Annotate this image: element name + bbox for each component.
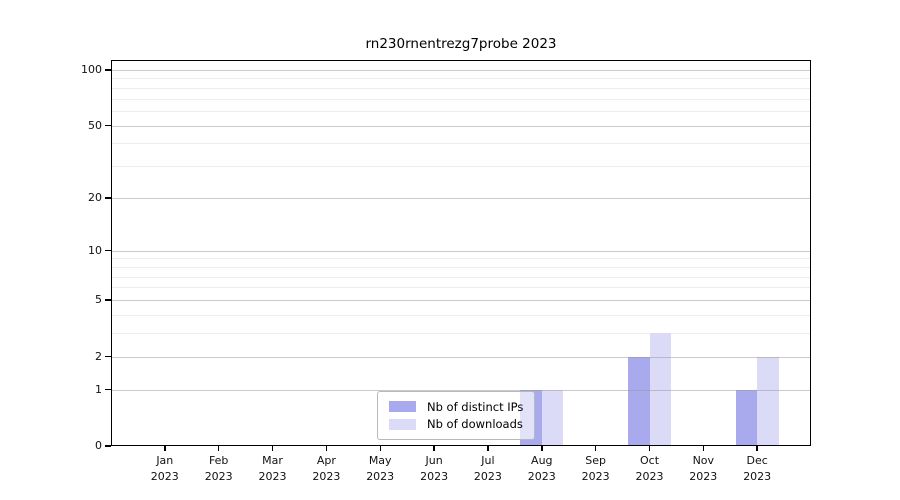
minor-gridline [111, 266, 811, 268]
legend-item: Nb of distinct IPs [389, 398, 523, 416]
x-axis-tick [164, 446, 166, 451]
y-axis-tick-label: 2 [95, 349, 102, 363]
y-axis-tick [105, 299, 111, 301]
year-label: 2023 [527, 469, 556, 483]
major-gridline [111, 197, 811, 199]
major-gridline [111, 300, 811, 301]
year-label: 2023 [150, 469, 179, 483]
month-label: Dec [746, 454, 768, 467]
minor-gridline [111, 87, 811, 89]
x-axis-tick [271, 446, 274, 451]
x-axis-tick-label: Jul 2023 [458, 453, 518, 484]
x-axis-tick [325, 446, 328, 451]
plot-area-frame [111, 60, 811, 446]
y-axis-tick [105, 355, 111, 358]
minor-gridline [111, 314, 811, 316]
x-axis-tick-label: Mar 2023 [243, 453, 303, 484]
x-axis-tick [433, 446, 435, 451]
month-label: Jan [156, 454, 174, 467]
y-axis-tick [105, 124, 111, 127]
y-axis-tick-label: 0 [95, 439, 102, 452]
legend-label: Nb of distinct IPs [427, 399, 524, 414]
major-gridline [111, 69, 811, 71]
y-axis-tick-label: 5 [95, 293, 102, 306]
month-label: Jul [481, 454, 495, 467]
chart-title: rn230rnentrezg7probe 2023 [365, 36, 557, 52]
minor-gridline [111, 258, 811, 260]
x-axis-tick-label: Sep 2023 [566, 453, 626, 484]
month-label: Jun [425, 454, 443, 467]
legend-swatch-distinct-ips [389, 401, 416, 413]
year-label: 2023 [743, 469, 772, 483]
x-axis-tick-label: Jun 2023 [404, 453, 464, 484]
y-axis-tick-label: 100 [81, 62, 102, 76]
year-label: 2023 [689, 469, 718, 483]
month-label: Sep [585, 454, 606, 467]
major-gridline [111, 356, 811, 358]
minor-gridline [111, 333, 811, 334]
month-label: May [368, 454, 392, 467]
bar-distinct-ips [735, 389, 758, 446]
year-label: 2023 [581, 469, 610, 483]
x-axis-tick [217, 446, 220, 451]
legend-swatch-downloads [389, 418, 416, 430]
minor-gridline [111, 276, 811, 278]
y-axis-tick [105, 249, 111, 252]
year-label: 2023 [312, 469, 341, 483]
minor-gridline [111, 287, 811, 289]
year-label: 2023 [204, 469, 233, 483]
x-axis-tick-label: Aug 2023 [512, 453, 572, 484]
y-axis-tick [105, 197, 111, 199]
bar-downloads [757, 356, 779, 446]
minor-gridline [111, 98, 811, 100]
x-axis-tick-label: Oct 2023 [620, 453, 680, 484]
x-axis-tick [594, 446, 597, 451]
legend-label: Nb of downloads [427, 417, 523, 432]
x-axis-tick [756, 446, 758, 451]
x-axis-tick [379, 446, 381, 451]
minor-gridline [111, 111, 811, 112]
x-axis-tick [541, 446, 543, 451]
minor-gridline [111, 78, 811, 80]
month-label: Nov [692, 454, 715, 467]
month-label: Apr [316, 454, 336, 467]
x-axis-tick-label: May 2023 [350, 453, 410, 484]
minor-gridline [111, 166, 811, 168]
year-label: 2023 [420, 469, 449, 483]
y-axis-tick-label: 1 [95, 382, 102, 396]
month-label: Mar [262, 454, 283, 467]
year-label: 2023 [366, 469, 395, 483]
year-label: 2023 [635, 469, 664, 483]
x-axis-tick [648, 446, 651, 451]
y-axis-tick [105, 69, 111, 71]
month-label: Aug [531, 454, 553, 467]
x-axis-tick-label: Feb 2023 [189, 453, 249, 484]
legend-item: Nb of downloads [389, 416, 523, 434]
x-axis-tick-label: Jan 2023 [135, 453, 195, 484]
year-label: 2023 [473, 469, 502, 483]
minor-gridline [111, 143, 811, 145]
bar-downloads [541, 389, 564, 446]
major-gridline [111, 125, 811, 127]
x-axis-tick-label: Dec 2023 [727, 453, 787, 484]
year-label: 2023 [258, 469, 287, 483]
y-axis-tick-label: 20 [88, 190, 102, 204]
y-axis-tick-label: 10 [88, 243, 102, 257]
month-label: Oct [639, 454, 660, 467]
major-gridline [111, 389, 811, 391]
bar-distinct-ips [628, 356, 650, 446]
y-axis-tick-label: 50 [88, 118, 102, 132]
x-axis-tick [702, 446, 705, 451]
month-label: Feb [208, 454, 229, 467]
major-gridline [111, 250, 811, 252]
legend: Nb of distinct IPs Nb of downloads [377, 391, 536, 440]
x-axis-tick-label: Apr 2023 [296, 453, 356, 484]
y-axis-tick [105, 388, 111, 391]
x-axis-tick-label: Nov 2023 [673, 453, 733, 484]
x-axis-tick [487, 446, 489, 451]
y-axis-tick [105, 445, 111, 447]
